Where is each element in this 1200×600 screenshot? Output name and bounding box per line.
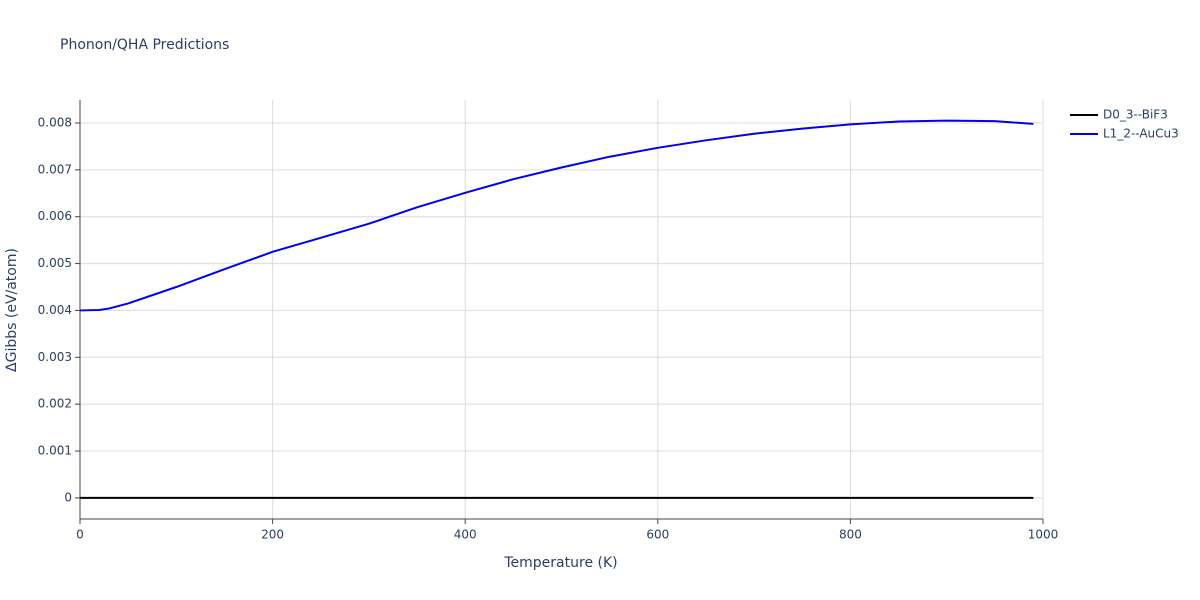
- x-tick-label: 0: [76, 528, 84, 542]
- x-tick-label: 400: [454, 528, 477, 542]
- y-tick-label: 0.003: [38, 350, 72, 364]
- y-tick-label: 0: [64, 490, 72, 504]
- y-tick-label: 0.006: [38, 209, 72, 223]
- x-tick-label: 200: [261, 528, 284, 542]
- legend-label: L1_2--AuCu3: [1103, 127, 1179, 141]
- y-axis-label: ΔGibbs (eV/atom): [4, 248, 20, 372]
- y-tick-label: 0.002: [38, 397, 72, 411]
- x-tick-label: 800: [839, 528, 862, 542]
- x-tick-label: 600: [646, 528, 669, 542]
- x-axis-label: Temperature (K): [503, 555, 617, 571]
- x-tick-label: 1000: [1028, 528, 1059, 542]
- legend-label: D0_3--BiF3: [1103, 108, 1168, 122]
- y-tick-label: 0.004: [38, 303, 72, 317]
- y-tick-label: 0.001: [38, 444, 72, 458]
- chart-title: Phonon/QHA Predictions: [60, 37, 229, 53]
- y-tick-label: 0.005: [38, 256, 72, 270]
- y-tick-label: 0.008: [38, 115, 72, 129]
- y-tick-label: 0.007: [38, 162, 72, 176]
- series-line: [79, 119, 1034, 312]
